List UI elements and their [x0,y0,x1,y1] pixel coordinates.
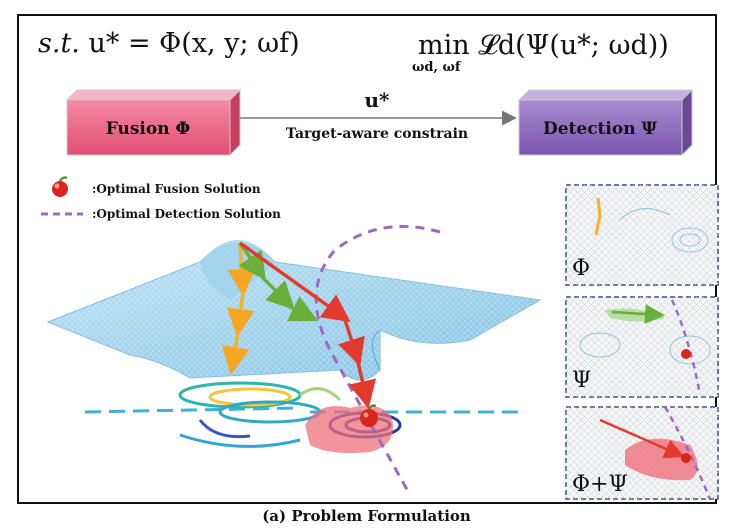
apple-icon [52,176,68,197]
legend-fusion-text: :Optimal Fusion Solution [92,182,261,196]
fusion-equation: u* = Φ(x, y; ωf) [88,28,300,59]
fusion-box [65,88,242,157]
arrow-symbol: u* [365,88,391,112]
constraint-equation: s.t. u* = Φ(x, y; ωf) [38,28,300,59]
inset-label-fusion: Φ [572,256,590,281]
fusion-box-label: Fusion Φ [106,119,191,139]
detection-path [238,242,319,322]
apple-icon [360,404,378,427]
figure-caption: (a) Problem Formulation [262,507,471,525]
min-operator: min ωd, ωf [412,30,470,75]
inset-panel-joint [565,406,719,500]
detection-box-label: Detection Ψ [543,119,658,139]
legend-detection-text: :Optimal Detection Solution [92,207,281,221]
joint-path [238,241,377,409]
arrow-text: Target-aware constrain [286,126,468,142]
inset-label-joint: Φ+Ψ [572,472,628,497]
objective-equation: min ωd, ωf 𝓛d(Ψ(u*; ωd)) [412,30,669,75]
inset-panel-detection [565,296,719,398]
contour-lines [84,381,520,448]
subject-to-label: s.t. [38,28,80,59]
detection-loss: 𝓛d(Ψ(u*; ωd)) [478,30,669,61]
min-subscript: ωd, ωf [412,60,461,75]
detection-box [517,88,694,157]
inset-panel-fusion [565,184,719,286]
joint-region [305,405,394,454]
inset-label-detection: Ψ [572,368,591,393]
